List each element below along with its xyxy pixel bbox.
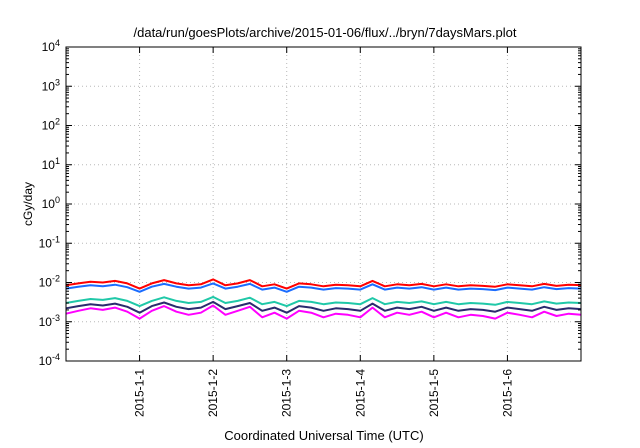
y-axis: 10-4 10-3 10-2 10-1 100 101 102 103 104	[39, 38, 581, 368]
series-line	[65, 278, 582, 290]
series-line	[65, 300, 582, 314]
x-axis: 2015-1-1 2015-1-2 2015-1-3 2015-1-4 2015-1-5…	[133, 47, 514, 417]
series-line	[65, 282, 582, 293]
y-tick-label: 10-4	[39, 352, 60, 368]
x-tick-label: 2015-1-6	[500, 369, 514, 417]
y-tick-label: 10-3	[39, 313, 60, 329]
y-tick-label: 103	[42, 77, 60, 93]
y-tick-label: 10-1	[39, 234, 60, 250]
y-tick-label: 100	[42, 195, 60, 211]
x-axis-label: Coordinated Universal Time (UTC)	[224, 428, 423, 443]
gridlines	[66, 47, 581, 361]
y-tick-label: 101	[42, 156, 60, 172]
y-tick-label: 104	[42, 38, 60, 54]
y-tick-label: 10-2	[39, 274, 60, 290]
y-axis-label: cGy/day	[21, 182, 35, 226]
x-tick-label: 2015-1-1	[133, 369, 147, 417]
x-tick-label: 2015-1-4	[353, 369, 367, 417]
series-line	[65, 304, 582, 320]
y-tick-label: 102	[42, 117, 60, 133]
series-line	[65, 295, 582, 308]
x-tick-label: 2015-1-2	[206, 369, 220, 417]
x-tick-label: 2015-1-3	[280, 369, 294, 417]
series-lines	[65, 278, 582, 320]
x-tick-label: 2015-1-5	[427, 369, 441, 417]
chart-title: /data/run/goesPlots/archive/2015-01-06/f…	[134, 25, 517, 40]
